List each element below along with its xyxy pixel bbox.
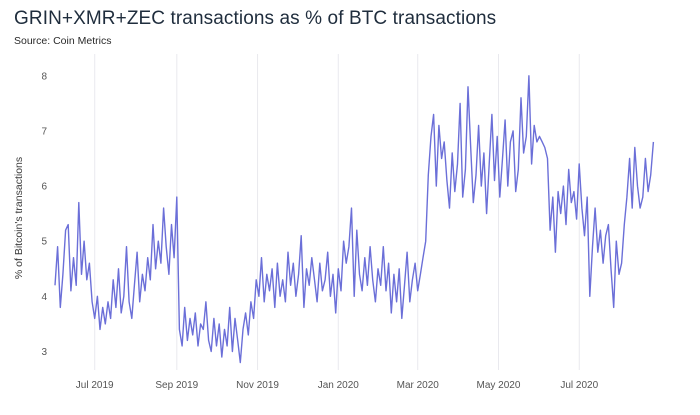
y-axis-ticks: 3 4 5 6 7 8	[41, 71, 47, 358]
x-tick-label: Jan 2020	[318, 380, 360, 391]
grid-layer	[94, 54, 580, 370]
y-tick-label: 8	[41, 71, 47, 82]
y-axis-label: % of Bitcoin's transactions	[13, 157, 25, 279]
x-tick-label: May 2020	[477, 380, 521, 391]
x-tick-label: Nov 2019	[236, 380, 279, 391]
x-tick-label: Jul 2020	[560, 380, 598, 391]
x-tick-label: Sep 2019	[155, 380, 198, 391]
x-tick-label: Mar 2020	[397, 380, 440, 391]
chart-title: GRIN+XMR+ZEC transactions as % of BTC tr…	[14, 8, 497, 29]
chart-subtitle: Source: Coin Metrics	[14, 35, 112, 47]
y-tick-label: 5	[41, 237, 47, 248]
y-tick-label: 3	[41, 347, 47, 358]
x-axis-ticks: Jul 2019 Sep 2019 Nov 2019 Jan 2020 Mar 2020…	[76, 380, 599, 391]
y-tick-label: 4	[41, 292, 47, 303]
series-line	[54, 75, 655, 364]
y-tick-label: 6	[41, 182, 47, 193]
x-tick-label: Jul 2019	[76, 380, 114, 391]
y-tick-label: 7	[41, 126, 47, 137]
series-layer	[54, 75, 655, 364]
